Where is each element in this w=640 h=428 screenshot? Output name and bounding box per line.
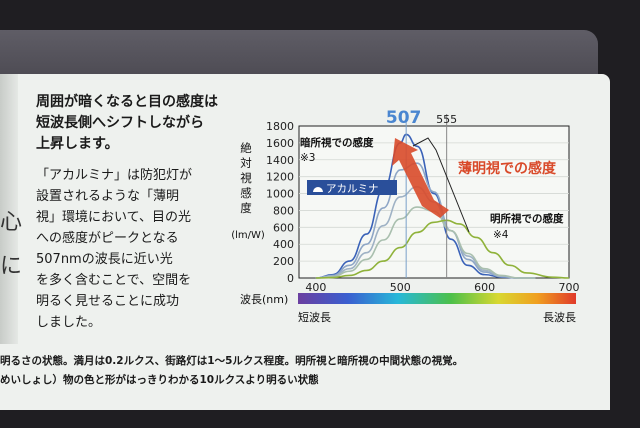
y-tick-label: 1400: [266, 154, 294, 167]
y-axis-title-char: 対: [240, 156, 252, 170]
body-line: を多く含むことで、空間を: [36, 273, 192, 288]
y-tick-label: 800: [273, 204, 294, 217]
body-line: 明るく見せることに成功: [36, 294, 180, 309]
panel-header-bar: [0, 30, 598, 78]
sensitivity-curve: [315, 133, 536, 279]
badge-background: [307, 180, 397, 195]
peak-507-label: 507: [386, 108, 422, 128]
y-tick-label: 0: [287, 272, 294, 285]
mesopic-label: 薄明視での感度: [458, 160, 557, 177]
body-line: しました。: [36, 315, 102, 330]
y-axis-unit: (lm/W): [231, 230, 265, 241]
mesopic-bracket: [412, 137, 470, 233]
x-tick-label: 500: [390, 281, 411, 294]
long-wavelength-label: 長波長: [543, 311, 576, 324]
heading-line: 周囲が暗くなると目の感度は: [36, 94, 218, 110]
y-axis-title-char: 視: [240, 171, 252, 185]
scotopic-label: 暗所視での感度: [300, 136, 374, 149]
y-tick-label: 1000: [266, 188, 294, 201]
badge-label: アカルミナ: [326, 183, 379, 195]
mesopic-shift-arrow: [392, 138, 449, 218]
photopic-label: 明所視での感度: [490, 212, 564, 225]
body-line: 設置されるような「薄明: [36, 189, 180, 204]
y-tick-label: 1800: [266, 120, 294, 133]
body-line: 視」環境において、目の光: [36, 210, 191, 225]
sensitivity-curve: [315, 206, 536, 279]
y-axis-title-char: 度: [240, 201, 252, 215]
akarumina-badge: アカルミナ: [307, 180, 397, 195]
y-tick-label: 1200: [266, 171, 294, 184]
footnote-line: 明るさの状態。満月は0.2ルクス、街路灯は1〜5ルクス程度。明所視と暗所視の中間…: [0, 355, 464, 367]
body-line: 507nmの波長に近い光: [36, 252, 173, 267]
y-tick-label: 400: [273, 238, 294, 251]
left-edge-strip: 心 に: [0, 74, 22, 344]
footnotes: 明るさの状態。満月は0.2ルクス、街路灯は1〜5ルクス程度。明所視と暗所視の中間…: [0, 352, 610, 390]
short-wavelength-label: 短波長: [298, 310, 331, 324]
edge-glyph: 心: [0, 210, 23, 235]
x-axis-title: 波長(nm): [240, 293, 288, 306]
x-tick-label: 600: [474, 281, 495, 294]
spectrum-bar: [298, 293, 576, 304]
y-tick-label: 600: [273, 221, 294, 234]
heading: 周囲が暗くなると目の感度は 短波長側へシフトしながら 上昇します。: [36, 92, 266, 155]
body-line: への感度がピークとなる: [36, 231, 179, 246]
sensitivity-curve: [315, 219, 570, 279]
x-tick-label: 400: [305, 281, 326, 294]
peak-555-label: 555: [436, 113, 457, 126]
scotopic-note: ※3: [300, 152, 315, 164]
photopic-note: ※4: [493, 229, 509, 241]
footnote-line: めいしょし）物の色と形がはっきりわかる10ルクスより明るい状態: [0, 374, 319, 386]
y-axis-title-char: 感: [240, 186, 252, 200]
y-axis-title-char: 絶: [240, 141, 252, 155]
x-tick-label: 700: [559, 281, 580, 294]
body-paragraph: 「アカルミナ」は防犯灯が 設置されるような「薄明 視」環境において、目の光 への…: [36, 165, 266, 333]
y-tick-label: 200: [273, 255, 294, 268]
heading-line: 上昇します。: [36, 136, 119, 152]
heading-line: 短波長側へシフトしながら: [36, 115, 204, 131]
body-line: 「アカルミナ」は防犯灯が: [36, 168, 193, 183]
y-tick-label: 1600: [266, 137, 294, 150]
lamp-icon: [313, 187, 323, 192]
edge-glyph: に: [0, 254, 23, 279]
